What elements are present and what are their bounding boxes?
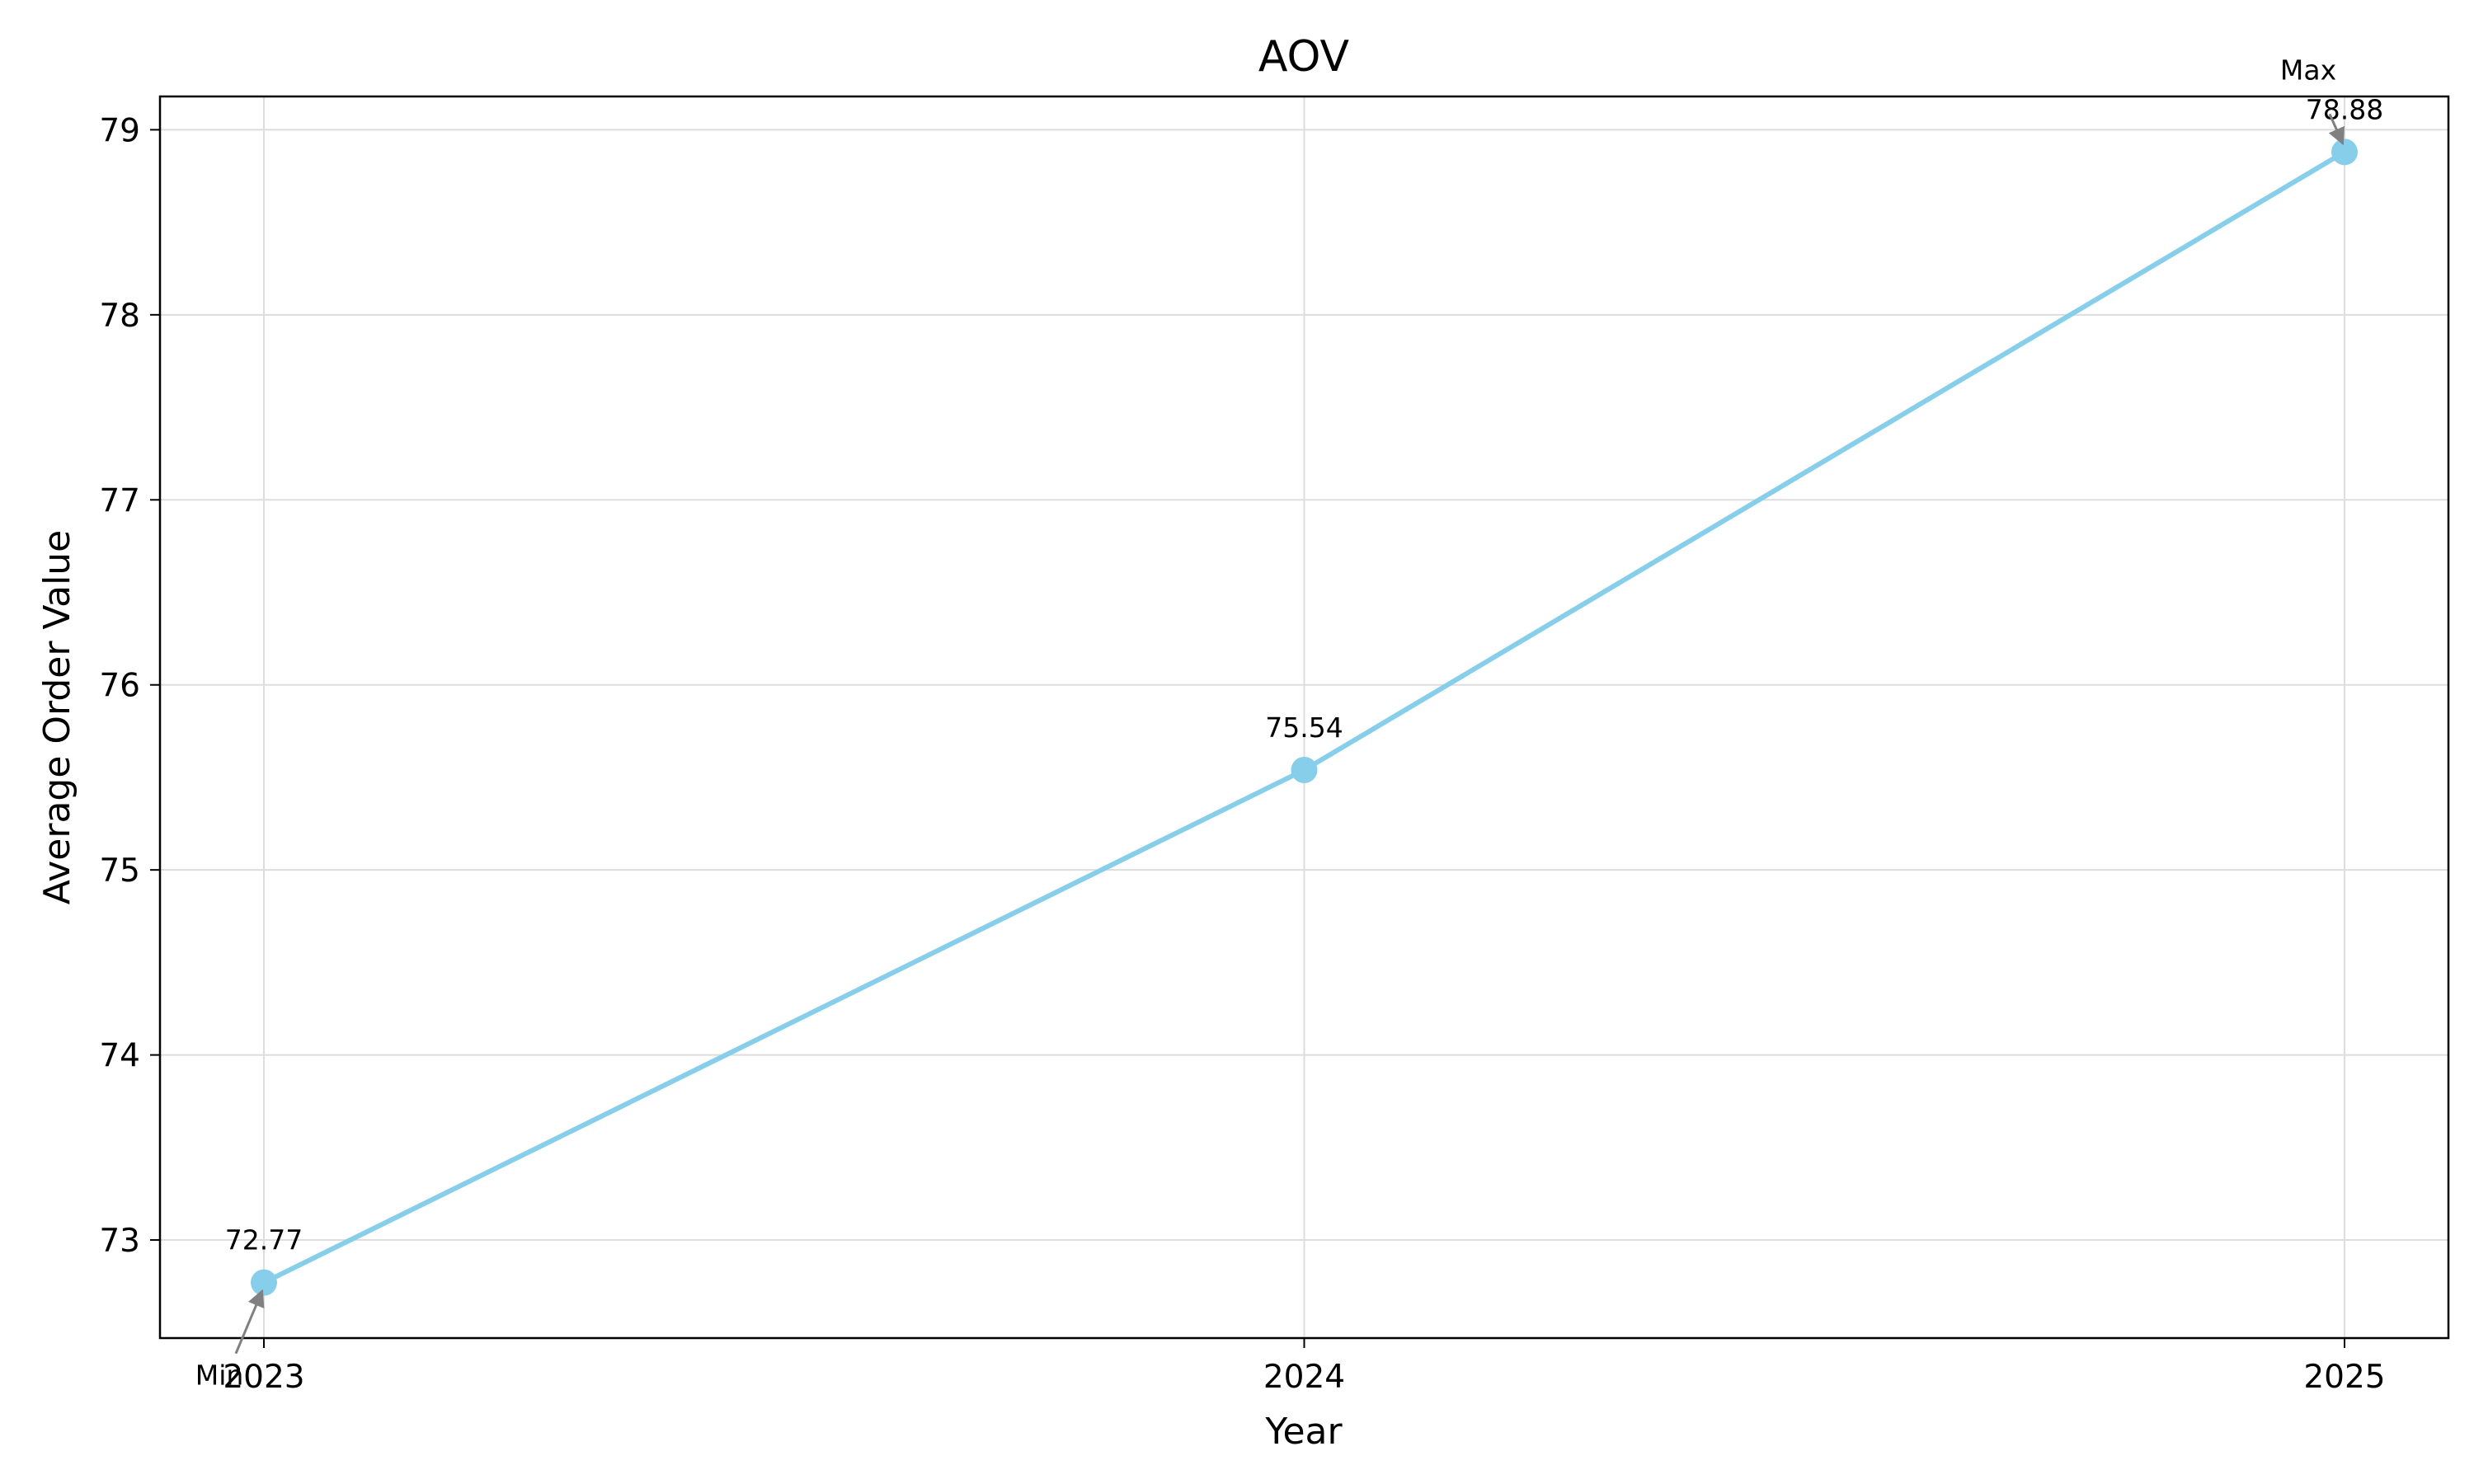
data-label: 72.77 — [225, 1224, 303, 1256]
grid-lines — [160, 96, 2448, 1338]
series-group — [251, 139, 2358, 1296]
y-tick-label: 77 — [99, 482, 140, 519]
data-label: 75.54 — [1265, 711, 1343, 744]
data-labels: 72.77 75.54 78.88 — [225, 93, 2383, 1256]
y-tick-label: 74 — [99, 1038, 140, 1075]
data-point — [1291, 756, 1318, 783]
x-axis-label: Year — [1264, 1411, 1343, 1453]
annotation-text: Min — [195, 1360, 244, 1392]
y-tick-label: 79 — [99, 112, 140, 149]
data-label: 78.88 — [2306, 93, 2383, 125]
x-tick-label: 2023 — [223, 1359, 304, 1396]
chart-title: AOV — [1258, 32, 1350, 82]
annotation-arrow — [234, 1289, 265, 1355]
y-axis-label: Average Order Value — [36, 530, 78, 905]
y-tick-label: 76 — [99, 668, 140, 705]
axis-ticks: 2023 2024 2025 73 74 75 76 77 78 79 — [99, 112, 2385, 1396]
annotations: Max Min — [195, 54, 2345, 1392]
data-point — [2331, 139, 2358, 166]
y-tick-label: 78 — [99, 298, 140, 335]
annotation-text: Max — [2280, 54, 2336, 86]
x-tick-label: 2024 — [1263, 1359, 1345, 1396]
data-point — [251, 1269, 277, 1296]
x-tick-label: 2025 — [2303, 1359, 2385, 1396]
annotation-arrow — [2328, 113, 2345, 146]
y-tick-label: 73 — [99, 1223, 140, 1260]
y-tick-label: 75 — [99, 852, 140, 890]
